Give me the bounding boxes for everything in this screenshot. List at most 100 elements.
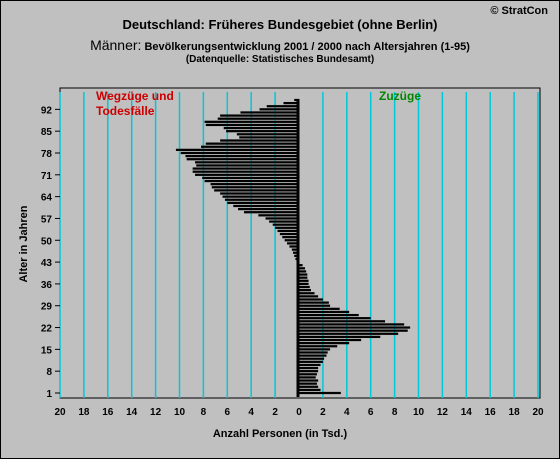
inflow-bar-age-37 — [299, 279, 309, 282]
inflow-bar-age-36 — [299, 282, 309, 286]
data-source: (Datenquelle: Statistisches Bundesamt) — [185, 54, 375, 65]
outflow-bar-age-87 — [205, 123, 299, 127]
outflow-bar-age-72 — [192, 170, 299, 173]
outflow-bar-age-66 — [214, 189, 299, 192]
y-tick-label: 64 — [41, 193, 53, 204]
y-tick-label: 1 — [46, 389, 52, 400]
x-tick-label: 4 — [344, 407, 350, 418]
inflow-bar-age-31 — [299, 298, 323, 301]
y-tick-label: 29 — [41, 302, 53, 313]
inflow-bar-age-6 — [299, 376, 316, 379]
x-tick-label: 10 — [413, 407, 425, 418]
outflow-bar-age-47 — [291, 248, 299, 251]
outflow-bar-age-88 — [204, 120, 299, 123]
inflow-bar-age-42 — [299, 264, 303, 267]
inflow-bar-age-35 — [299, 285, 310, 289]
outflow-bar-age-64 — [222, 195, 299, 198]
inflow-bar-age-38 — [299, 276, 308, 279]
inflow-bar-age-3 — [299, 385, 319, 388]
inflow-bar-age-9 — [299, 366, 319, 370]
x-tick-label: 20 — [532, 407, 544, 418]
inflow-bar-age-16 — [299, 345, 338, 348]
inflow-bar-age-11 — [299, 360, 323, 363]
outflow-bar-age-67 — [211, 186, 299, 189]
outflow-bar-age-86 — [223, 126, 299, 130]
outflow-bar-age-61 — [233, 204, 299, 208]
chart-subtitle: Männer: Bevölkerungsentwicklung 2001 / 2… — [0, 37, 560, 53]
outflow-bar-age-56 — [269, 220, 299, 223]
bars — [175, 98, 411, 395]
inflow-bar-age-41 — [299, 267, 305, 270]
outflow-bar-age-91 — [240, 111, 299, 114]
inflow-bar-age-12 — [299, 357, 325, 360]
inflow-bar-age-13 — [299, 354, 327, 357]
outflow-bar-age-84 — [236, 133, 299, 136]
inflow-bar-age-8 — [299, 370, 319, 373]
x-tick-label: 14 — [126, 407, 138, 418]
inflow-bar-age-24 — [299, 320, 386, 323]
outflow-label-line2: Todesfälle — [96, 104, 155, 118]
outflow-bar-age-51 — [282, 236, 299, 239]
copyright-label: © StratCon — [490, 5, 548, 17]
y-tick-label: 22 — [41, 324, 53, 335]
outflow-bar-age-69 — [204, 179, 299, 183]
x-tick-label: 2 — [320, 407, 326, 418]
x-tick-label: 18 — [78, 407, 90, 418]
outflow-bar-age-94 — [283, 101, 299, 105]
inflow-bar-age-18 — [299, 338, 362, 342]
x-tick-label: 20 — [54, 407, 66, 418]
outflow-bar-age-58 — [258, 214, 299, 217]
outflow-bar-age-62 — [227, 201, 299, 204]
y-tick-label: 43 — [41, 258, 53, 269]
outflow-bar-age-71 — [195, 173, 299, 176]
outflow-bar-age-90 — [220, 114, 299, 117]
inflow-bar-age-39 — [299, 273, 308, 276]
inflow-bar-age-29 — [299, 304, 331, 307]
y-tick-label: 78 — [41, 149, 53, 160]
outflow-bar-age-73 — [192, 167, 299, 170]
subtitle-description: Bevölkerungsentwicklung 2001 / 2000 nach… — [141, 41, 470, 53]
x-tick-label: 16 — [485, 407, 497, 418]
inflow-label: Zuzüge — [379, 89, 421, 103]
outflow-bar-age-81 — [205, 142, 299, 145]
y-tick-label: 15 — [41, 345, 53, 356]
x-tick-label: 6 — [368, 407, 374, 418]
outflow-bar-age-63 — [224, 198, 299, 201]
outflow-bar-age-80 — [201, 145, 299, 148]
outflow-bar-age-48 — [289, 245, 299, 248]
inflow-bar-age-4 — [299, 382, 317, 385]
outflow-bar-age-70 — [202, 176, 299, 180]
outflow-bar-age-78 — [180, 151, 299, 155]
inflow-bar-age-34 — [299, 289, 311, 292]
outflow-bar-age-75 — [195, 161, 299, 164]
y-tick-label: 8 — [46, 367, 52, 378]
inflow-bar-age-5 — [299, 379, 319, 382]
outflow-bar-age-53 — [277, 229, 299, 233]
x-tick-label: 12 — [437, 407, 449, 418]
x-tick-labels: 20 18 16 14 12 10 8 6 4 2 0 2 4 6 8 10 12 14 16 18 20 — [54, 407, 544, 418]
outflow-bar-age-76 — [186, 158, 299, 161]
y-tick-label: 50 — [41, 236, 53, 247]
x-tick-label: 0 — [296, 407, 302, 418]
outflow-bar-age-46 — [293, 251, 299, 254]
x-tick-label: 2 — [272, 407, 278, 418]
y-tick-label: 36 — [41, 280, 53, 291]
y-axis-title: Alter in Jahren — [18, 205, 30, 283]
x-tick-label: 14 — [461, 407, 473, 418]
outflow-label-line1: Wegzüge und — [96, 89, 174, 103]
x-tick-label: 8 — [201, 407, 207, 418]
inflow-bar-age-7 — [299, 373, 317, 376]
inflow-bar-age-40 — [299, 270, 307, 273]
outflow-bar-age-85 — [226, 130, 299, 133]
inflow-bar-age-2 — [299, 388, 321, 392]
y-tick-label: 85 — [41, 127, 53, 138]
inflow-bar-age-19 — [299, 335, 381, 339]
outflow-bar-age-93 — [266, 105, 299, 108]
x-tick-label: 18 — [509, 407, 521, 418]
inflow-bar-age-20 — [299, 332, 399, 335]
x-axis-title: Anzahl Personen (in Tsd.) — [212, 428, 348, 440]
outflow-bar-age-54 — [275, 226, 299, 229]
outflow-bar-age-83 — [239, 136, 299, 139]
x-tick-label: 8 — [392, 407, 398, 418]
